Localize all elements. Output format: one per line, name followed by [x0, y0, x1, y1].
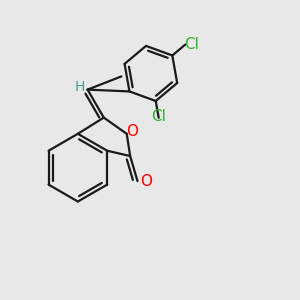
Text: Cl: Cl [151, 109, 166, 124]
Text: H: H [74, 80, 85, 94]
Text: O: O [126, 124, 138, 139]
Text: O: O [140, 174, 152, 189]
Text: Cl: Cl [184, 37, 199, 52]
